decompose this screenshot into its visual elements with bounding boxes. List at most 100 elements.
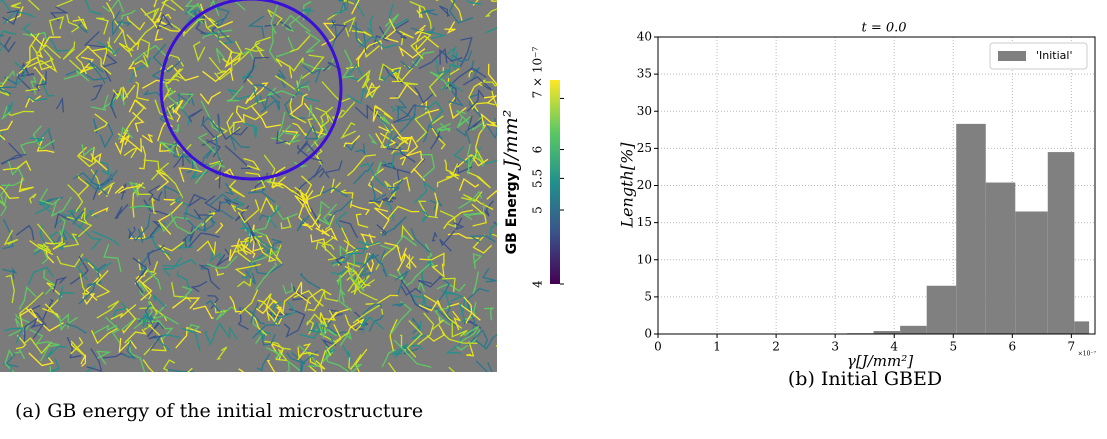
- grain-boundary: [261, 185, 265, 192]
- grain-boundary: [239, 227, 277, 251]
- grain-boundary: [291, 185, 325, 201]
- grain-boundary: [275, 37, 295, 58]
- grain-boundary: [302, 65, 322, 84]
- grain-boundary: [359, 162, 386, 188]
- grain-boundary: [351, 24, 367, 53]
- x-tick-label: 6: [1009, 340, 1017, 354]
- grain-boundary: [48, 358, 61, 372]
- grain-boundary: [365, 81, 381, 99]
- grain-boundary: [420, 258, 433, 287]
- grain-boundary: [232, 105, 245, 124]
- grain-boundary: [251, 324, 281, 339]
- y-tick-label: 40: [637, 30, 652, 44]
- grain-boundary: [489, 121, 497, 128]
- grain-boundary: [341, 227, 350, 253]
- grain-boundary: [452, 163, 473, 176]
- grain-boundary: [300, 7, 315, 22]
- grain-boundary: [201, 212, 216, 227]
- grain-boundary: [200, 116, 221, 133]
- y-tick-label: 20: [637, 178, 652, 192]
- grain-boundary: [119, 129, 131, 146]
- grain-boundary: [164, 81, 176, 97]
- grain-boundary: [176, 234, 194, 249]
- grain-boundary: [347, 154, 376, 177]
- grain-boundary: [447, 302, 481, 321]
- grain-boundary: [158, 24, 185, 37]
- grain-boundary: [280, 216, 292, 230]
- grain-boundary: [97, 40, 121, 56]
- grain-boundary: [390, 106, 396, 113]
- grain-boundary: [288, 308, 306, 330]
- grain-boundary: [29, 322, 45, 339]
- grain-boundary: [324, 213, 335, 231]
- grain-boundary: [487, 63, 497, 86]
- grain-boundary: [399, 30, 414, 46]
- grain-boundary: [296, 140, 318, 156]
- grain-boundary: [483, 307, 495, 321]
- grain-boundary: [299, 273, 321, 290]
- grain-boundary: [460, 325, 480, 343]
- grain-boundary: [256, 353, 271, 372]
- grain-boundary: [387, 362, 397, 372]
- grain-boundary: [63, 233, 80, 248]
- grain-boundary: [10, 2, 22, 9]
- grain-boundary: [55, 0, 74, 8]
- grain-boundary: [165, 141, 183, 159]
- grain-boundary: [39, 342, 60, 362]
- x-tick-label: 7: [1068, 340, 1076, 354]
- grain-boundary: [406, 320, 423, 358]
- grain-boundary: [5, 274, 15, 304]
- grain-boundary: [7, 160, 24, 176]
- grain-boundary: [147, 184, 161, 201]
- grain-boundary: [321, 227, 338, 242]
- grain-boundary: [229, 135, 250, 151]
- grain-boundary: [202, 67, 234, 83]
- grain-boundary: [469, 235, 496, 243]
- grain-boundary: [393, 20, 409, 40]
- grain-boundary: [66, 216, 93, 238]
- grain-boundary: [271, 301, 282, 323]
- grain-boundary: [404, 263, 431, 287]
- grain-boundary: [8, 110, 35, 117]
- grain-boundary: [47, 128, 55, 150]
- grain-boundary: [153, 0, 158, 8]
- grain-boundary: [204, 195, 221, 213]
- grain-boundary: [241, 257, 253, 279]
- grain-boundary: [49, 6, 69, 22]
- grain-boundary: [466, 171, 491, 189]
- grain-boundary: [215, 306, 238, 321]
- grain-boundary: [485, 27, 497, 34]
- grain-boundary: [317, 203, 338, 226]
- grain-boundary: [143, 159, 170, 173]
- grain-boundary: [260, 99, 280, 113]
- grain-boundary: [328, 336, 336, 354]
- grain-boundary: [75, 45, 91, 75]
- grain-boundary: [155, 169, 170, 191]
- bar: [1074, 321, 1090, 334]
- grain-boundary: [190, 281, 208, 293]
- grain-boundary: [330, 247, 369, 264]
- grain-boundary: [420, 9, 438, 16]
- grain-boundary: [417, 200, 438, 219]
- grain-boundary: [245, 172, 266, 192]
- grain-boundary: [103, 243, 122, 273]
- grain-boundary: [451, 322, 468, 338]
- grain-boundary: [171, 282, 192, 303]
- grain-boundary: [106, 37, 117, 57]
- grain-boundary: [199, 3, 234, 29]
- grain-boundary: [113, 28, 133, 58]
- grain-boundary: [423, 294, 463, 329]
- grain-boundary: [441, 332, 478, 345]
- grain-boundary: [390, 300, 412, 335]
- grain-boundary: [3, 229, 19, 246]
- grain-boundary: [18, 286, 37, 310]
- grain-boundary: [461, 193, 477, 202]
- grain-boundary: [251, 105, 282, 129]
- grain-boundary: [303, 102, 324, 138]
- grain-boundary: [257, 299, 278, 317]
- grain-boundary: [162, 258, 197, 267]
- grain-boundary: [151, 304, 179, 325]
- grain-boundary: [445, 292, 456, 308]
- grain-boundary: [282, 130, 299, 146]
- grain-boundary: [447, 83, 457, 102]
